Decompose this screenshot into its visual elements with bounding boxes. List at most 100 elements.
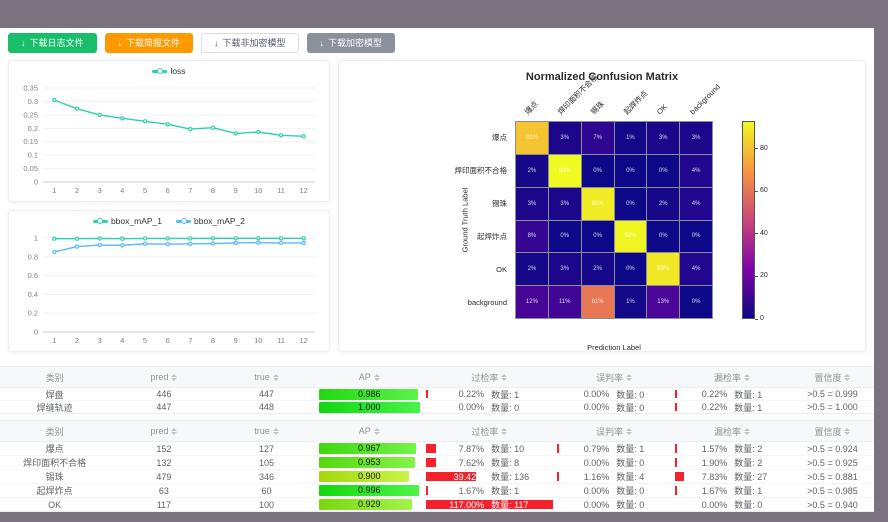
line-chart-plot: 00.050.10.150.20.250.30.351 2 3 4 5 6 7 8 9 10 11 1… (23, 84, 315, 195)
cell-pred: 446 (156, 389, 172, 399)
matrix-cell: 92% (614, 220, 647, 253)
svg-text:4: 4 (120, 186, 124, 195)
matrix-cell: 0% (614, 253, 647, 286)
colorbar-tick: 60 (760, 187, 768, 195)
legend-item-bbox_mAP_2[interactable]: bbox_mAP_2 (176, 216, 245, 226)
ap-bar (319, 401, 420, 413)
sort-caret[interactable] (625, 427, 632, 435)
sort-caret[interactable] (272, 427, 279, 435)
legend-label: loss (170, 66, 186, 76)
table-row[interactable]: 起焊炸点 63 60 0.996 1.67% 数量: 1 0.00% 数量: 0 1.67% 数量… (0, 484, 874, 498)
cell-confidence: >0.5 = 0.924 (807, 443, 858, 454)
svg-text:0: 0 (34, 328, 38, 337)
sort-caret[interactable] (501, 373, 508, 381)
column-header-1[interactable]: pred (109, 372, 218, 382)
rate-percent: 1.67% (458, 485, 485, 496)
svg-text:2: 2 (75, 186, 79, 195)
sort-caret[interactable] (743, 427, 750, 435)
column-header-4[interactable]: 过检率 (424, 425, 555, 438)
loss-chart-card: loss 0 0.05 0.1 0.15 0.2 0.25 0.3 0.35 1 2 3 4 5 6 7 8 9 1… (8, 60, 330, 202)
line-charts-column: loss 0 0.05 0.1 0.15 0.2 0.25 0.3 0.35 1 2 3 4 5 6 7 8 9 1… (8, 60, 330, 352)
column-header-3[interactable]: AP (315, 426, 424, 436)
cell-pred: 479 (156, 471, 172, 482)
sort-caret[interactable] (625, 373, 632, 381)
download-icon: ↓ (117, 37, 123, 48)
cell-true: 100 (259, 499, 275, 510)
rate-percent: 0.22% (701, 389, 728, 399)
table-row[interactable]: 锡珠 479 346 0.900 39.42% 数量: 136 1.16% 数量: 4 7.83… (0, 470, 874, 484)
sort-caret[interactable] (501, 427, 508, 435)
svg-text:0.8: 0.8 (28, 252, 38, 261)
column-header-label: AP (358, 426, 371, 436)
column-header-label: true (254, 372, 270, 382)
table-row[interactable]: 焊盘 446 447 0.986 0.22% 数量: 1 0.00% 数量: 0 0.22% 数量… (0, 388, 874, 401)
svg-text:1: 1 (52, 336, 56, 345)
table-row[interactable]: 焊缝轨迹 447 448 1.000 0.00% 数量: 0 0.00% 数量: 0 0.22%… (0, 401, 874, 413)
column-header-3[interactable]: AP (315, 372, 424, 382)
rate-count: 数量: 4 (616, 472, 645, 482)
sort-caret[interactable] (844, 427, 851, 435)
svg-text:3: 3 (98, 336, 102, 345)
matrix-cell: 13% (647, 286, 680, 318)
matrix-cell: 1% (614, 286, 647, 318)
rate-count: 数量: 1 (491, 486, 520, 496)
column-header-5[interactable]: 误判率 (555, 425, 673, 438)
matrix-cell: 93% (548, 154, 581, 187)
column-header-label: 漏检率 (713, 372, 741, 383)
matrix-cell: 0% (647, 220, 680, 253)
svg-text:1: 1 (52, 186, 56, 195)
column-header-7[interactable]: 置信度 (791, 371, 874, 384)
matrix-cell: 3% (516, 187, 548, 220)
matrix-row-label: background (467, 298, 507, 307)
cell-confidence: >0.5 = 0.881 (807, 471, 858, 482)
rate-percent: 1.16% (583, 471, 610, 482)
legend-item-bbox_mAP_1[interactable]: bbox_mAP_1 (92, 216, 162, 226)
sort-caret[interactable] (844, 373, 851, 381)
rate-bar (425, 472, 476, 481)
sort-caret[interactable] (373, 427, 380, 435)
column-header-6[interactable]: 漏检率 (673, 371, 791, 384)
column-header-label: 误判率 (595, 372, 623, 383)
rate-cell: 7.87% 数量: 10 (424, 442, 555, 455)
download-encrypted-model-button[interactable]: ↓ 下载加密模型 (306, 33, 396, 53)
table-row[interactable]: 焊印面积不合格 132 105 0.953 7.62% 数量: 8 0.00% 数量: 0 1.… (0, 456, 874, 470)
rate-count: 数量: 0 (491, 402, 520, 413)
table-row[interactable]: 爆点 152 127 0.967 7.87% 数量: 10 0.79% 数量: 1 1.57% 数… (0, 442, 874, 456)
download-report-button[interactable]: ↓ 下载简报文件 (104, 33, 194, 53)
sort-caret[interactable] (373, 373, 380, 381)
cell-category: 锡珠 (45, 472, 64, 482)
rate-count: 数量: 0 (734, 500, 763, 510)
rate-bar (425, 486, 428, 495)
map-chart-card: bbox_mAP_1 bbox_mAP_2 0 0.2 0.4 0.6 0.8 1 1 2 3 4 5 6… (8, 210, 330, 352)
matrix-cell: 2% (647, 187, 680, 220)
sort-caret[interactable] (171, 427, 178, 435)
download-unencrypted-model-button[interactable]: ↓ 下载非加密模型 (201, 33, 299, 53)
column-header-7[interactable]: 置信度 (791, 425, 874, 438)
column-header-1[interactable]: pred (109, 426, 218, 436)
rate-count: 数量: 1 (491, 389, 520, 400)
column-header-2[interactable]: true (219, 426, 315, 436)
rate-bar (674, 403, 677, 411)
rate-cell: 0.22% 数量: 1 (424, 388, 555, 400)
table-row[interactable]: OK 117 100 0.929 117.00% 数量: 117 0.00% 数量: 0 0.0… (0, 498, 874, 511)
download-log-button[interactable]: ↓ 下载日志文件 (8, 33, 97, 53)
rate-cell: 0.00% 数量: 0 (555, 456, 673, 469)
rate-count: 数量: 1 (734, 402, 763, 413)
column-header-6[interactable]: 漏检率 (673, 425, 791, 438)
rate-count: 数量: 2 (734, 458, 763, 468)
dashboard: ↓ 下载日志文件 ↓ 下载简报文件 ↓ 下载非加密模型 ↓ 下载加密模型 los… (0, 28, 874, 512)
legend-item-loss[interactable]: loss (152, 66, 186, 76)
column-header-5[interactable]: 误判率 (555, 371, 673, 384)
matrix-col-label: 起焊炸点 (621, 88, 650, 117)
ap-bar (319, 499, 413, 510)
rate-cell: 0.79% 数量: 1 (555, 442, 673, 455)
matrix-row-label: OK (496, 265, 507, 274)
cell-true: 127 (259, 443, 275, 454)
matrix-cell: 12% (516, 286, 548, 318)
sort-caret[interactable] (272, 373, 279, 381)
column-header-2[interactable]: true (219, 372, 315, 382)
column-header-4[interactable]: 过检率 (424, 371, 555, 384)
sort-caret[interactable] (743, 373, 750, 381)
sort-caret[interactable] (171, 373, 178, 381)
